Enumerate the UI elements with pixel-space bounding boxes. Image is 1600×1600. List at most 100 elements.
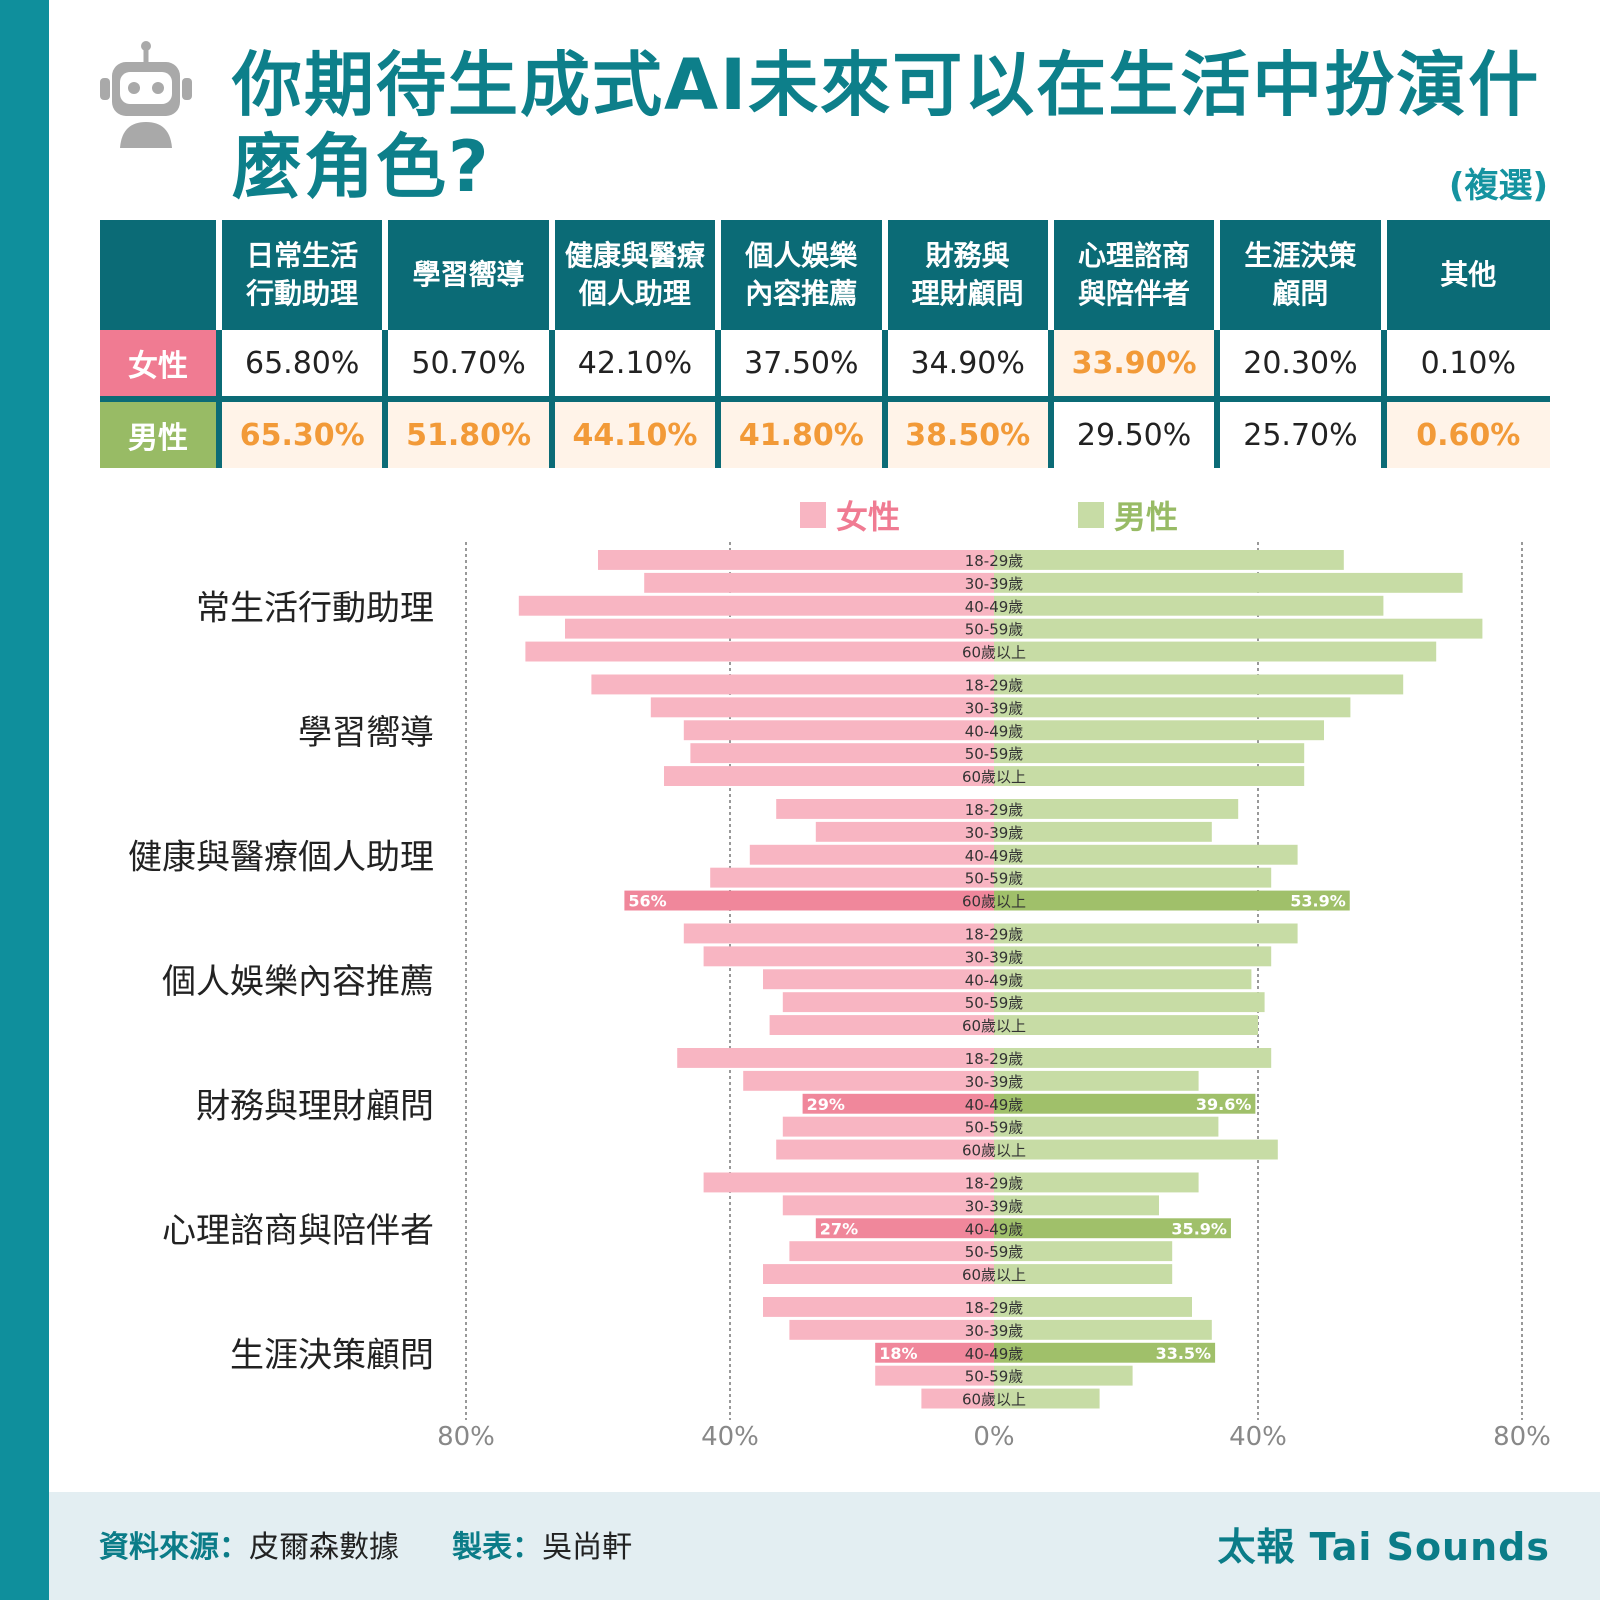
male-bar <box>994 1093 1256 1114</box>
age-group-label: 60歲以上 <box>962 644 1026 662</box>
x-tick-label: 80% <box>437 1422 495 1450</box>
female-row-label: 女性 <box>100 330 222 402</box>
male-bar <box>994 1116 1219 1137</box>
male-row: 男性 65.30% 51.80% 44.10% 41.80% 38.50% 29.50% 2… <box>100 399 1550 468</box>
male-value-cell: 38.50% <box>884 399 1054 468</box>
table-header-text: 內容推薦 <box>745 277 858 310</box>
female-value-cell: 34.90% <box>884 330 1054 402</box>
age-group-label: 18-29歲 <box>965 1050 1024 1068</box>
male-bar <box>994 1048 1272 1068</box>
female-data-label: 29% <box>807 1095 845 1114</box>
legend-female-label: 女性 <box>836 498 901 536</box>
female-bar <box>650 697 994 718</box>
female-bar <box>763 1264 994 1284</box>
table-header-cell: 個人娛樂 內容推薦 <box>718 220 888 330</box>
male-bar <box>994 641 1437 662</box>
age-group-label: 60歲以上 <box>962 768 1026 786</box>
age-group-label: 18-29歲 <box>965 926 1024 944</box>
female-bar <box>875 1342 994 1363</box>
male-bar <box>994 1388 1100 1409</box>
female-value-cell: 20.30% <box>1217 330 1387 402</box>
male-data-label: 35.9% <box>1171 1219 1227 1238</box>
age-group-label: 18-29歲 <box>965 801 1024 819</box>
female-bar <box>518 595 994 616</box>
age-group-label: 30-39歲 <box>965 1073 1024 1091</box>
female-data-label: 56% <box>628 892 666 911</box>
age-group-label: 30-39歲 <box>965 575 1024 593</box>
source-label: 資料來源： <box>99 1530 249 1565</box>
male-bar <box>994 1319 1212 1340</box>
male-bar <box>994 969 1252 990</box>
footer: 資料來源：皮爾森數據 製表：吳尚軒 太報 Tai Sounds <box>49 1492 1600 1600</box>
robot-icon <box>100 41 192 148</box>
male-bar <box>994 1139 1278 1160</box>
male-value-cell: 25.70% <box>1217 399 1387 468</box>
female-value-cell: 65.80% <box>219 330 389 402</box>
male-bar <box>994 766 1305 786</box>
female-data-label: 27% <box>820 1219 858 1238</box>
age-group-label: 60歲以上 <box>962 1017 1026 1035</box>
female-bar <box>763 1297 994 1317</box>
male-bar <box>994 1015 1258 1035</box>
maker-name: 吳尚軒 <box>542 1530 633 1565</box>
female-value-cell: 0.10% <box>1383 330 1550 402</box>
age-group-label: 40-49歲 <box>965 1220 1024 1238</box>
age-group-label: 18-29歲 <box>965 677 1024 695</box>
table-header-cell: 學習嚮導 <box>385 220 555 330</box>
left-accent-stripe <box>0 0 49 1600</box>
male-value-cell: 65.30% <box>219 399 389 468</box>
table-header-text: 行動助理 <box>246 277 359 310</box>
male-bar <box>994 1172 1199 1193</box>
female-bar <box>743 1070 994 1091</box>
table-header-text: 生涯決策 <box>1244 239 1357 272</box>
female-bar <box>749 844 994 865</box>
female-value-cell: 33.90% <box>1050 330 1221 402</box>
multi-select-note: (複選) <box>1448 166 1548 206</box>
age-group-label: 40-49歲 <box>965 722 1024 740</box>
table-header-text: 財務與 <box>925 239 1010 272</box>
category-label: 心理諮商與陪伴者 <box>162 1211 434 1251</box>
male-bar <box>994 1342 1216 1363</box>
category-label: 財務與理財顧問 <box>196 1086 434 1126</box>
female-value-cell: 42.10% <box>551 330 722 402</box>
table-header-cell: 財務與 理財顧問 <box>884 220 1054 330</box>
page-title: 你期待生成式AI未來可以在生活中扮演什麼角色? <box>232 44 1541 208</box>
x-tick-label: 0% <box>973 1422 1014 1450</box>
male-value-cell: 44.10% <box>551 399 722 468</box>
age-group-label: 30-39歲 <box>965 824 1024 842</box>
age-group-label: 50-59歲 <box>965 1243 1024 1261</box>
age-group-label: 18-29歲 <box>965 1175 1024 1193</box>
male-bar <box>994 890 1350 911</box>
male-value-cell: 41.80% <box>718 399 888 468</box>
female-value-cell: 37.50% <box>718 330 888 402</box>
male-bar <box>994 799 1239 819</box>
age-group-label: 40-49歲 <box>965 598 1024 616</box>
category-label: 學習嚮導 <box>298 713 434 753</box>
female-row: 女性 65.80% 50.70% 42.10% 37.50% 34.90% 33.90% 2… <box>100 330 1550 402</box>
age-group-label: 50-59歲 <box>965 621 1024 639</box>
table-header-text: 理財顧問 <box>911 277 1024 310</box>
female-bar <box>875 1365 994 1386</box>
male-bar <box>994 697 1351 718</box>
female-data-label: 18% <box>879 1344 917 1363</box>
male-bar <box>994 1264 1173 1284</box>
female-bar <box>921 1388 994 1409</box>
age-group-label: 40-49歲 <box>965 971 1024 989</box>
male-bar <box>994 1195 1159 1216</box>
table-header-text: 其他 <box>1440 258 1497 291</box>
female-bar <box>703 946 994 967</box>
category-label: 個人娛樂內容推薦 <box>162 962 434 1002</box>
male-data-label: 33.5% <box>1156 1344 1212 1363</box>
male-value-cell: 29.50% <box>1050 399 1221 468</box>
female-bar <box>776 1139 994 1160</box>
table-header-text: 顧問 <box>1272 277 1329 310</box>
age-group-label: 40-49歲 <box>965 1096 1024 1114</box>
female-bar <box>703 1172 994 1193</box>
x-tick-label: 80% <box>1493 1422 1551 1450</box>
female-bar <box>802 1093 994 1114</box>
age-group-label: 60歲以上 <box>962 1142 1026 1160</box>
category-label: 常生活行動助理 <box>196 588 434 628</box>
female-bar <box>598 550 994 570</box>
source-name: 皮爾森數據 <box>249 1530 399 1565</box>
table-header-text: 與陪伴者 <box>1078 277 1191 310</box>
